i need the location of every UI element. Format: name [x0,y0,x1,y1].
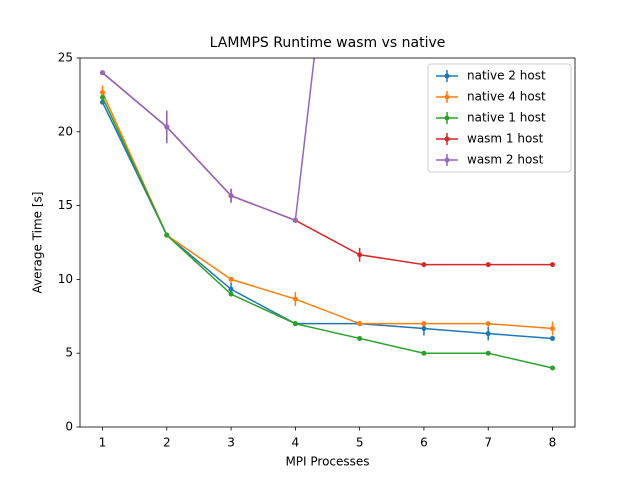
point [485,262,491,268]
legend-marker [444,73,450,79]
point [485,350,491,356]
y-tick-label: 5 [65,346,73,360]
x-tick-label: 8 [549,436,557,450]
legend-label: native 4 host [467,90,546,104]
point [357,252,363,258]
x-tick-label: 4 [292,436,300,450]
legend-box [427,63,572,173]
point [100,70,105,76]
point [421,321,427,327]
point [421,350,427,356]
x-tick-label: 6 [420,436,428,450]
point [164,124,170,130]
point [292,296,298,302]
point [357,335,363,341]
x-tick-label: 3 [227,436,235,450]
point [485,331,491,337]
point [292,217,298,223]
point [550,335,555,341]
series-line [101,97,553,369]
legend-label: wasm 2 host [467,153,544,167]
legend-marker [444,157,450,163]
x-tick-label: 2 [163,436,171,450]
y-tick-label: 25 [58,51,73,65]
point [485,321,491,327]
point [550,365,555,371]
point [292,321,298,327]
point [421,262,427,268]
y-tick-label: 10 [58,272,73,286]
point [550,326,555,332]
point [357,321,363,327]
x-tick-label: 7 [484,436,492,450]
legend-marker [444,136,450,142]
y-tick-label: 0 [65,420,73,434]
point [421,326,427,332]
plot-area [100,58,555,371]
legend-label: native 2 host [467,69,546,83]
point [228,286,234,292]
legend: native 2 host native 4 host native 1 host w… [427,63,572,173]
y-tick-label: 15 [58,198,73,212]
axes: 1 2 3 4 5 6 7 8 0 5 10 15 20 25 [58,51,576,450]
legend-marker [444,115,450,121]
y-tick-label: 20 [58,124,73,138]
x-tick-label: 5 [356,436,364,450]
legend-marker [444,94,450,100]
legend-label: native 1 host [467,111,546,125]
y-axis-label: Average Time [s] [31,192,45,294]
series-line [101,92,553,330]
point [228,193,234,199]
legend-label: wasm 1 host [467,132,544,146]
axes-frame [79,57,576,428]
point [164,232,170,238]
point [100,94,105,100]
point [100,89,105,95]
point [550,262,555,268]
chart-title: LAMMPS Runtime wasm vs native [210,35,446,51]
x-axis-label: MPI Processes [285,455,369,469]
point [228,276,234,282]
x-tick-label: 1 [99,436,107,450]
point [228,291,234,297]
